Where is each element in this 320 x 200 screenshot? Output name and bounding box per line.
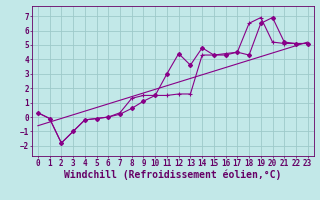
X-axis label: Windchill (Refroidissement éolien,°C): Windchill (Refroidissement éolien,°C) [64,169,282,180]
